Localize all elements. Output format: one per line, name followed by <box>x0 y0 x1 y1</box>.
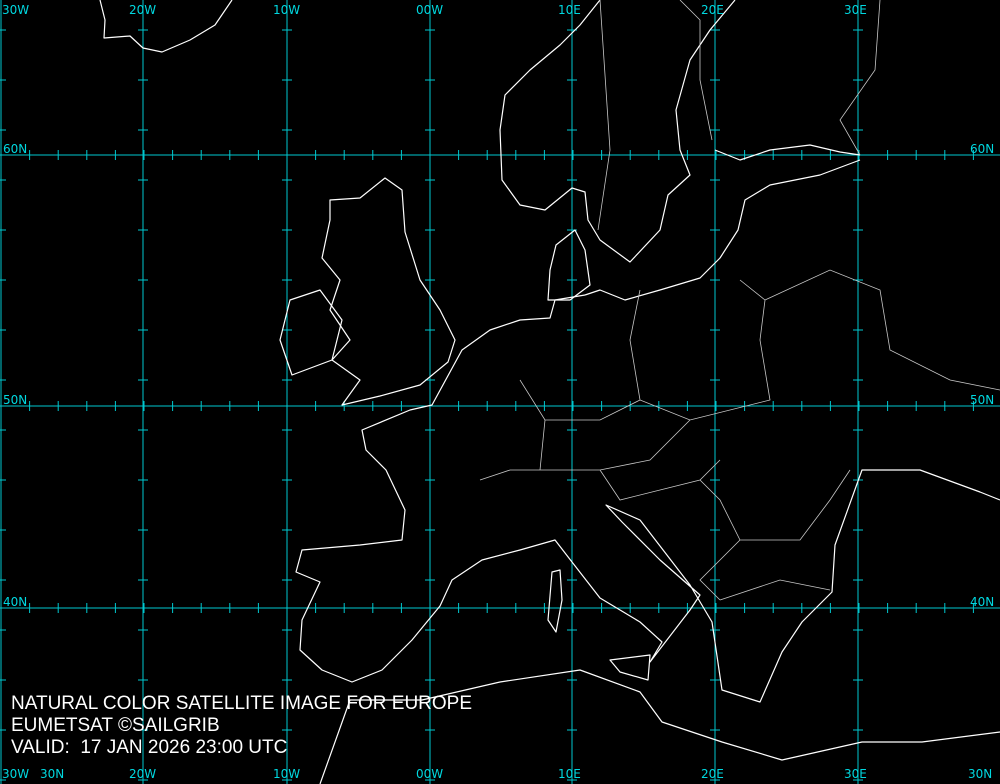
lon-label-bottom: 20E <box>701 767 724 781</box>
sardinia-corsica <box>547 569 563 633</box>
baltic-coast <box>584 159 861 301</box>
lat-label-left: 30N <box>40 767 65 781</box>
west-europe-coast <box>295 294 1000 703</box>
border-lines <box>479 0 1000 601</box>
lon-label-bottom: 10W <box>273 767 301 781</box>
ireland-coast <box>279 289 343 376</box>
lon-label-bottom: 20W <box>129 767 157 781</box>
lat-label-left: 60N <box>3 142 28 156</box>
lon-label-bottom: 00W <box>416 767 444 781</box>
lon-label-top: 30E <box>844 3 867 17</box>
lat-label-right: 60N <box>970 142 995 156</box>
lon-label-bottom: 30E <box>844 767 867 781</box>
lat-label-right: 50N <box>970 393 995 407</box>
great-britain-coast <box>321 177 456 406</box>
lon-label-top: 00W <box>416 3 444 17</box>
iceland-coast <box>99 0 233 53</box>
lon-label-top: 20E <box>701 3 724 17</box>
borders <box>479 0 1000 601</box>
scandinavia-coast <box>499 0 736 263</box>
lon-label-top: 30W <box>2 3 30 17</box>
lon-label-bottom: 10E <box>558 767 581 781</box>
lon-label-top: 20W <box>129 3 157 17</box>
lon-label-top: 10W <box>273 3 301 17</box>
lon-label-top: 10E <box>558 3 581 17</box>
coastlines <box>99 0 1000 784</box>
lat-label-right: 30N <box>968 767 993 781</box>
denmark-coast <box>547 229 591 301</box>
image-caption: NATURAL COLOR SATELLITE IMAGE FOR EUROPE… <box>11 693 472 759</box>
north-africa-coast <box>319 669 1000 784</box>
caption-credit: EUMETSAT ©SAILGRIB <box>11 715 220 736</box>
lat-label-left: 50N <box>3 393 28 407</box>
lon-label-bottom: 30W <box>2 767 30 781</box>
lat-label-right: 40N <box>970 595 995 609</box>
finland-coast <box>714 144 861 161</box>
caption-valid-time: VALID: 17 JAN 2026 23:00 UTC <box>11 737 288 758</box>
sicily <box>609 654 651 681</box>
caption-title: NATURAL COLOR SATELLITE IMAGE FOR EUROPE <box>11 693 473 714</box>
lat-label-left: 40N <box>3 595 28 609</box>
